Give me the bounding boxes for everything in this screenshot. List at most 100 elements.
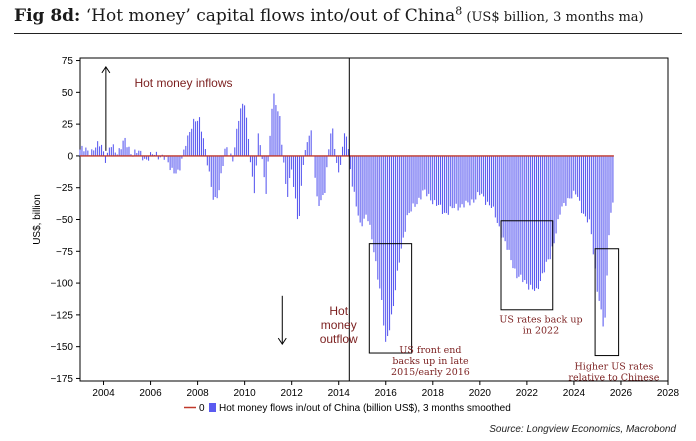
y-tick-label: −75 [56, 247, 73, 258]
bar [441, 155, 443, 214]
bar [291, 155, 293, 170]
x-tick-label: 2010 [234, 388, 257, 399]
bar [539, 155, 541, 282]
bar [563, 155, 565, 203]
bar [475, 155, 477, 200]
bar [200, 131, 203, 156]
bar [377, 155, 379, 280]
bar [602, 155, 604, 327]
bar [328, 149, 330, 156]
bar [485, 155, 487, 205]
bar [179, 155, 181, 171]
arrow-head [101, 66, 111, 74]
bar [255, 155, 257, 166]
bar [261, 155, 263, 160]
bar [398, 155, 400, 263]
bar [112, 144, 114, 156]
bar [537, 155, 539, 290]
bar [110, 147, 112, 156]
bar [267, 155, 269, 162]
y-tick-label: 50 [62, 88, 74, 99]
bar [324, 155, 326, 193]
bar [214, 155, 216, 198]
annotation-text: Hot [329, 304, 348, 318]
bar [140, 150, 142, 156]
bar [434, 155, 436, 201]
bar [106, 152, 108, 156]
bar [389, 155, 391, 331]
bar [471, 155, 473, 200]
bar [169, 155, 171, 171]
bar [83, 151, 85, 156]
source-note: Source: Longview Economics, Macrobond [489, 424, 676, 435]
bar [381, 155, 383, 300]
bar [543, 155, 545, 273]
bar [159, 155, 161, 158]
title-main: ‘Hot money’ capital flows into/out of Ch… [80, 6, 456, 26]
bar [598, 155, 600, 301]
arrow-head [277, 337, 287, 346]
bar [439, 155, 442, 205]
bar [486, 155, 489, 202]
bar [592, 155, 594, 255]
annotation-text: backs up in late [392, 356, 469, 367]
annotation-box [594, 248, 620, 357]
bar [212, 155, 214, 200]
bar [418, 155, 420, 198]
bar [245, 117, 248, 156]
bar [142, 155, 144, 161]
bar [396, 155, 398, 271]
bar [528, 155, 530, 290]
bar [289, 155, 291, 178]
bar [520, 155, 522, 275]
bar [363, 155, 365, 219]
bar [206, 155, 208, 166]
bar [414, 155, 416, 207]
bar [590, 155, 592, 235]
bar [436, 155, 438, 206]
bar [173, 155, 175, 174]
bar [114, 152, 116, 156]
bar [240, 108, 242, 156]
bar [320, 155, 322, 201]
bar [336, 155, 338, 163]
y-tick-label: 75 [62, 56, 74, 67]
bar [257, 133, 259, 156]
bar [412, 155, 414, 204]
bar [496, 155, 498, 223]
bar [79, 149, 81, 156]
bar [296, 155, 299, 220]
bar [218, 155, 220, 191]
x-tick-label: 2020 [469, 388, 492, 399]
bar [510, 155, 512, 261]
bar [469, 155, 471, 206]
bar [400, 155, 402, 249]
bar [579, 155, 581, 201]
y-tick-label: 0 [67, 151, 73, 162]
bar [126, 147, 128, 156]
bar [479, 155, 481, 196]
y-tick-label: 25 [62, 120, 74, 131]
bar [559, 155, 561, 215]
bar [177, 155, 179, 170]
bar [385, 155, 387, 342]
annotation-text: 2015/early 2016 [391, 367, 470, 378]
bar [498, 155, 500, 227]
bar [351, 155, 353, 187]
annotation-text: money [321, 318, 357, 332]
bar [357, 155, 359, 216]
x-tick-label: 2016 [375, 388, 398, 399]
bar [428, 155, 430, 194]
bar [355, 155, 357, 207]
bar [226, 147, 228, 156]
bar [451, 155, 453, 209]
bar [310, 130, 312, 156]
bar [148, 155, 150, 161]
bar [224, 148, 226, 156]
bar [473, 155, 475, 203]
bar [375, 155, 377, 262]
annotation-text: US front end [399, 345, 461, 356]
bar [549, 155, 551, 260]
bar [216, 155, 218, 199]
bar [426, 155, 428, 197]
